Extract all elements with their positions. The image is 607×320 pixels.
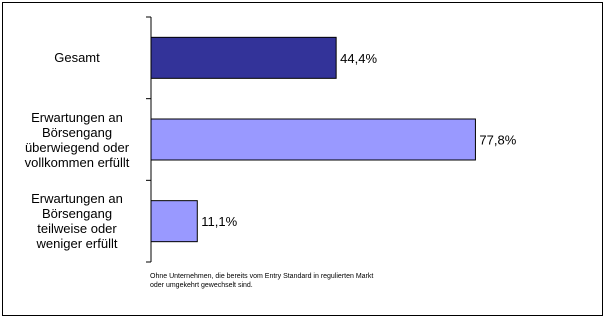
data-label-3: 11,1% (201, 214, 237, 229)
data-label-1: 44,4% (340, 51, 377, 66)
category-label-1: Gesamt (54, 50, 100, 66)
footnote: Ohne Unternehmen, die bereits vom Entry … (150, 273, 374, 289)
bar-2 (150, 118, 476, 161)
bar-1 (150, 36, 337, 79)
bar-3 (150, 200, 198, 243)
category-label-2: Erwartungen an Börsengang überwiegend od… (24, 109, 130, 170)
data-label-2: 77,8% (479, 133, 516, 148)
category-label-3: Erwartungen an Börsengang teilweise oder… (31, 191, 123, 252)
